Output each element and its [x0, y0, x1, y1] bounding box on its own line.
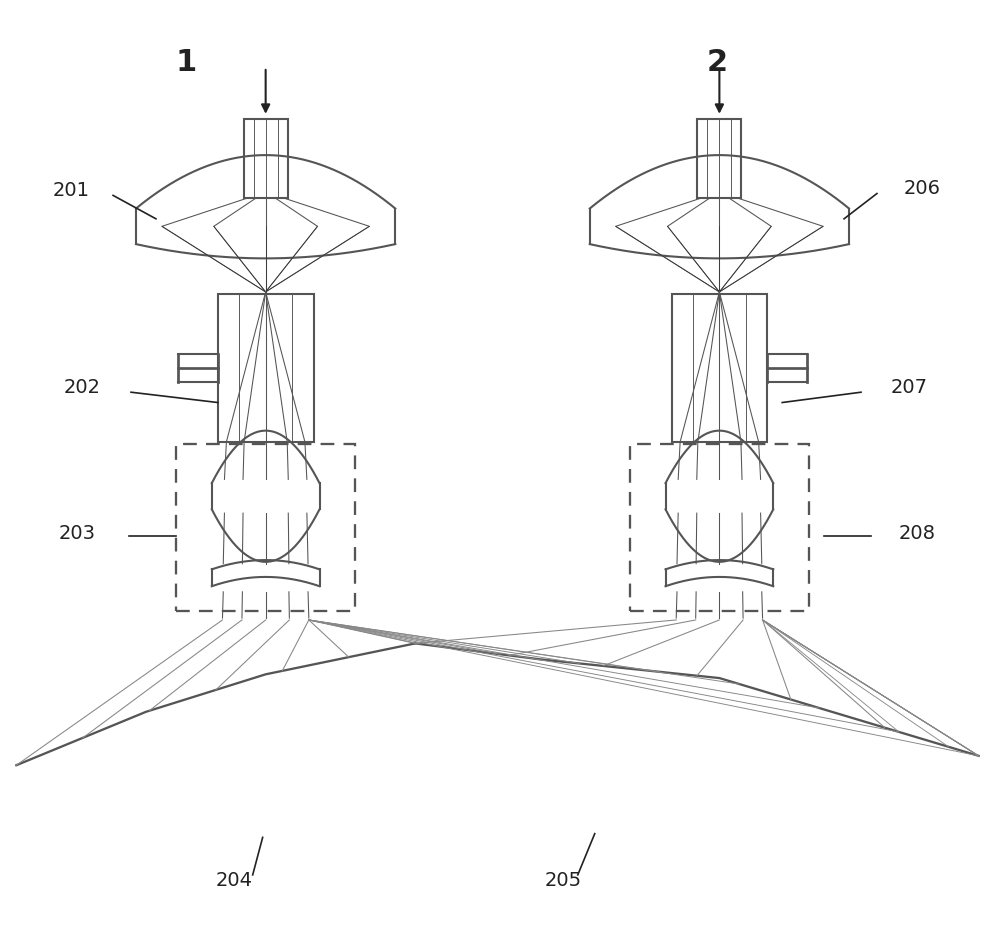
Text: 208: 208 [899, 525, 936, 543]
Text: 201: 201 [52, 181, 89, 200]
Bar [630, 444, 809, 611]
Bar [697, 118, 741, 198]
Text: 203: 203 [59, 525, 96, 543]
Bar [244, 118, 288, 198]
Bar [218, 294, 314, 442]
Bar [672, 294, 767, 442]
Text: 1: 1 [175, 48, 196, 77]
Text: 206: 206 [904, 180, 941, 198]
Bar [176, 444, 355, 611]
Text: 2: 2 [707, 48, 728, 77]
Text: 207: 207 [891, 378, 928, 397]
Text: 204: 204 [215, 871, 252, 890]
Text: 202: 202 [64, 378, 101, 397]
Text: 205: 205 [544, 871, 581, 890]
